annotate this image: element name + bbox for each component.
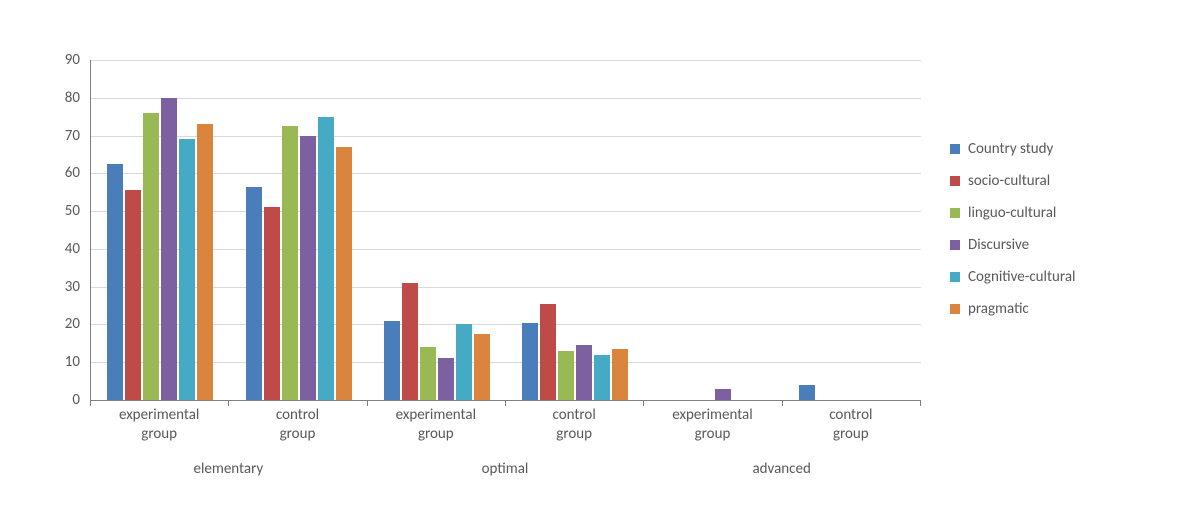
plot-area bbox=[90, 60, 921, 401]
y-tick-label: 30 bbox=[0, 278, 80, 296]
bar bbox=[246, 187, 262, 400]
bar bbox=[107, 164, 123, 400]
y-tick-label: 10 bbox=[0, 353, 80, 371]
bar bbox=[336, 147, 352, 400]
x-level-label: elementary bbox=[90, 460, 367, 478]
bar bbox=[318, 117, 334, 400]
x-group-label: controlgroup bbox=[228, 406, 366, 444]
bar bbox=[594, 355, 610, 400]
bar bbox=[300, 136, 316, 400]
bar-cluster bbox=[661, 389, 767, 400]
x-level-label: advanced bbox=[643, 460, 920, 478]
x-group-label: experimentalgroup bbox=[643, 406, 781, 444]
x-group-label: experimentalgroup bbox=[90, 406, 228, 444]
legend-swatch bbox=[950, 272, 960, 282]
bar bbox=[540, 304, 556, 400]
y-tick-label: 0 bbox=[0, 391, 80, 409]
y-tick-label: 90 bbox=[0, 51, 80, 69]
x-group-label: experimentalgroup bbox=[367, 406, 505, 444]
bar-cluster bbox=[107, 98, 213, 400]
y-tick-label: 80 bbox=[0, 89, 80, 107]
legend-label: socio-cultural bbox=[968, 172, 1050, 190]
bar bbox=[384, 321, 400, 400]
bar bbox=[161, 98, 177, 400]
legend-item: socio-cultural bbox=[950, 172, 1075, 190]
bar-cluster bbox=[384, 283, 490, 400]
bar-cluster bbox=[246, 117, 352, 400]
legend-label: Discursive bbox=[968, 236, 1029, 254]
bar bbox=[420, 347, 436, 400]
legend-item: linguo-cultural bbox=[950, 204, 1075, 222]
y-tick-label: 60 bbox=[0, 164, 80, 182]
legend-item: Cognitive-cultural bbox=[950, 268, 1075, 286]
legend-label: linguo-cultural bbox=[968, 204, 1056, 222]
legend-item: Country study bbox=[950, 140, 1075, 158]
bar bbox=[179, 139, 195, 400]
legend: Country study socio-cultural linguo-cultur… bbox=[950, 140, 1075, 332]
legend-item: pragmatic bbox=[950, 300, 1075, 318]
bar bbox=[456, 324, 472, 400]
bar bbox=[438, 358, 454, 400]
bar bbox=[264, 207, 280, 400]
x-group-label: controlgroup bbox=[782, 406, 920, 444]
bar bbox=[576, 345, 592, 400]
y-tick-label: 40 bbox=[0, 240, 80, 258]
legend-item: Discursive bbox=[950, 236, 1075, 254]
bar-cluster bbox=[522, 304, 628, 400]
legend-label: Country study bbox=[968, 140, 1053, 158]
x-level-label: optimal bbox=[367, 460, 644, 478]
legend-label: Cognitive-cultural bbox=[968, 268, 1075, 286]
bar bbox=[282, 126, 298, 400]
legend-label: pragmatic bbox=[968, 300, 1029, 318]
bar bbox=[715, 389, 731, 400]
bar bbox=[799, 385, 815, 400]
y-tick-label: 70 bbox=[0, 127, 80, 145]
legend-swatch bbox=[950, 176, 960, 186]
bar bbox=[558, 351, 574, 400]
bars-layer bbox=[91, 60, 921, 400]
x-group-label: controlgroup bbox=[505, 406, 643, 444]
legend-swatch bbox=[950, 240, 960, 250]
legend-swatch bbox=[950, 304, 960, 314]
bar-cluster bbox=[799, 385, 905, 400]
legend-swatch bbox=[950, 208, 960, 218]
bar bbox=[474, 334, 490, 400]
bar bbox=[612, 349, 628, 400]
bar bbox=[402, 283, 418, 400]
bar bbox=[125, 190, 141, 400]
bar bbox=[522, 323, 538, 400]
chart-container: 0102030405060708090 experimentalgroupcon… bbox=[0, 0, 1189, 530]
y-tick-label: 50 bbox=[0, 202, 80, 220]
x-tick bbox=[920, 400, 921, 406]
y-tick-label: 20 bbox=[0, 315, 80, 333]
bar bbox=[143, 113, 159, 400]
legend-swatch bbox=[950, 144, 960, 154]
bar bbox=[197, 124, 213, 400]
